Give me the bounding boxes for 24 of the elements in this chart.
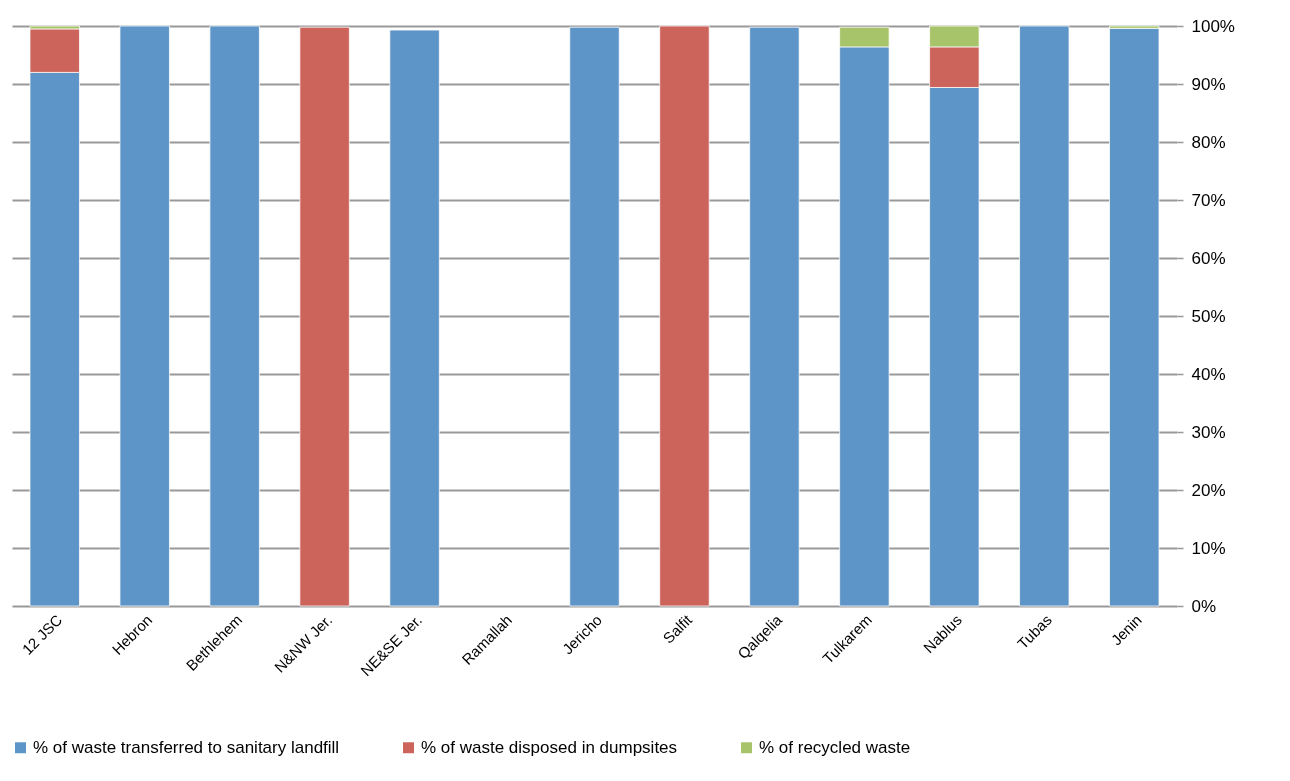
- y-tick-label: 20%: [1191, 480, 1226, 500]
- bar: [749, 26, 800, 607]
- y-tick-label: 90%: [1191, 74, 1226, 94]
- y-tick-label: 60%: [1191, 248, 1226, 268]
- y-tick-label: 10%: [1191, 538, 1226, 558]
- bar: [299, 26, 350, 607]
- legend-label: % of waste disposed in dumpsites: [421, 737, 678, 757]
- y-tick-label: 70%: [1191, 190, 1226, 210]
- bar: [659, 25, 710, 607]
- bar: [119, 25, 170, 607]
- bar: [1019, 25, 1070, 607]
- bar: [209, 25, 260, 607]
- y-tick-label: 50%: [1191, 306, 1226, 326]
- y-tick-label: 80%: [1191, 132, 1226, 152]
- bar: [569, 26, 620, 607]
- y-tick-label: 40%: [1191, 364, 1226, 384]
- x-tick-label: 12 JSC: [18, 610, 66, 658]
- y-tick-label: 100%: [1191, 16, 1235, 36]
- legend-label: % of waste transferred to sanitary landfill: [33, 737, 340, 757]
- bar: [389, 29, 440, 607]
- y-tick-label: 30%: [1191, 422, 1226, 442]
- legend-label: % of recycled waste: [759, 737, 911, 757]
- y-tick-label: 0%: [1191, 596, 1217, 616]
- bar: [1109, 27, 1160, 607]
